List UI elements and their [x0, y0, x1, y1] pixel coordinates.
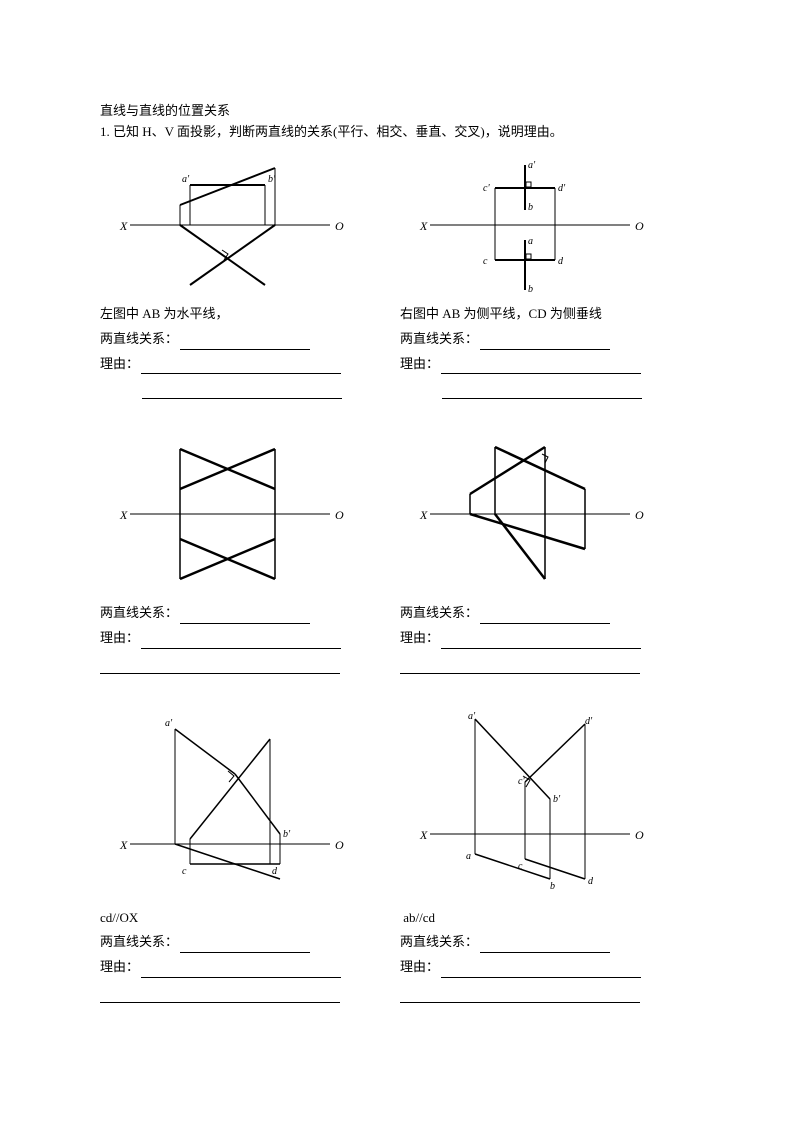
- row-3: X O a' b' c d: [100, 704, 700, 1003]
- svg-text:a': a': [528, 160, 536, 171]
- figure-4: X O: [400, 429, 660, 599]
- svg-text:d: d: [588, 876, 594, 887]
- svg-text:b': b': [283, 829, 291, 840]
- svg-text:c': c': [518, 776, 525, 787]
- fig6-reason2: [400, 982, 700, 1003]
- svg-text:X: X: [119, 508, 128, 522]
- svg-text:a: a: [528, 236, 533, 247]
- fig4-reason: 理由：: [400, 628, 700, 649]
- fig2-reason: 理由：: [400, 354, 700, 375]
- fig6-note: ab//cd: [400, 908, 700, 929]
- fig5-reason2: [100, 982, 400, 1003]
- svg-text:b: b: [528, 202, 533, 213]
- svg-text:X: X: [419, 828, 428, 842]
- svg-text:b': b': [553, 794, 561, 805]
- svg-text:b: b: [550, 881, 555, 892]
- svg-text:c': c': [483, 183, 490, 194]
- fig1-note: 左图中 AB 为水平线，: [100, 304, 400, 325]
- svg-text:X: X: [119, 838, 128, 852]
- svg-text:O: O: [635, 508, 644, 522]
- svg-text:c: c: [483, 256, 488, 267]
- svg-text:a': a': [165, 718, 173, 729]
- figure-6: X O a' d' c' b' a: [400, 704, 660, 904]
- fig5-relation: 两直线关系：: [100, 932, 400, 953]
- fig5-reason: 理由：: [100, 957, 400, 978]
- cell-fig6: X O a' d' c' b' a: [400, 704, 700, 1003]
- row-2: X O 两直线关系： 理由： X O: [100, 429, 700, 673]
- page: 直线与直线的位置关系 1. 已知 H、V 面投影，判断两直线的关系(平行、相交、…: [0, 0, 800, 1043]
- fig2-relation: 两直线关系：: [400, 329, 700, 350]
- fig4-reason2: [400, 653, 700, 674]
- fig3-reason: 理由：: [100, 628, 400, 649]
- svg-text:a': a': [182, 174, 190, 185]
- svg-text:O: O: [335, 508, 344, 522]
- svg-text:O: O: [635, 219, 644, 233]
- svg-text:d': d': [585, 716, 593, 727]
- fig3-reason2: [100, 653, 400, 674]
- fig2-reason2: [400, 378, 700, 399]
- cell-fig4: X O 两直线关系： 理由：: [400, 429, 700, 673]
- cell-fig5: X O a' b' c d: [100, 704, 400, 1003]
- figure-2: X O a' b c' d' a b: [400, 150, 660, 300]
- figure-3: X O: [100, 429, 360, 599]
- svg-text:c: c: [182, 866, 187, 877]
- svg-text:d': d': [558, 183, 566, 194]
- fig6-relation: 两直线关系：: [400, 932, 700, 953]
- question-text: 1. 已知 H、V 面投影，判断两直线的关系(平行、相交、垂直、交叉)，说明理由…: [100, 121, 700, 140]
- fig1-relation: 两直线关系：: [100, 329, 400, 350]
- fig1-reason2: [100, 378, 400, 399]
- svg-text:c: c: [518, 861, 523, 872]
- row-1: X O a' b' 左图中 AB 为水平线， 两直线关系：: [100, 150, 700, 399]
- svg-text:O: O: [335, 838, 344, 852]
- section-title: 直线与直线的位置关系: [100, 100, 700, 119]
- cell-fig3: X O 两直线关系： 理由：: [100, 429, 400, 673]
- svg-text:d: d: [272, 866, 278, 877]
- svg-text:X: X: [419, 508, 428, 522]
- fig3-relation: 两直线关系：: [100, 603, 400, 624]
- figure-1: X O a' b': [100, 150, 360, 300]
- svg-text:d: d: [558, 256, 564, 267]
- cell-fig1: X O a' b' 左图中 AB 为水平线， 两直线关系：: [100, 150, 400, 399]
- fig1-reason: 理由：: [100, 354, 400, 375]
- svg-text:X: X: [119, 219, 128, 233]
- svg-text:b: b: [528, 284, 533, 295]
- fig5-note: cd//OX: [100, 908, 400, 929]
- svg-text:O: O: [335, 219, 344, 233]
- fig2-note: 右图中 AB 为侧平线，CD 为侧垂线: [400, 304, 700, 325]
- cell-fig2: X O a' b c' d' a b: [400, 150, 700, 399]
- svg-text:O: O: [635, 828, 644, 842]
- svg-text:X: X: [419, 219, 428, 233]
- fig6-reason: 理由：: [400, 957, 700, 978]
- fig4-relation: 两直线关系：: [400, 603, 700, 624]
- figure-5: X O a' b' c d: [100, 704, 360, 904]
- svg-text:a: a: [466, 851, 471, 862]
